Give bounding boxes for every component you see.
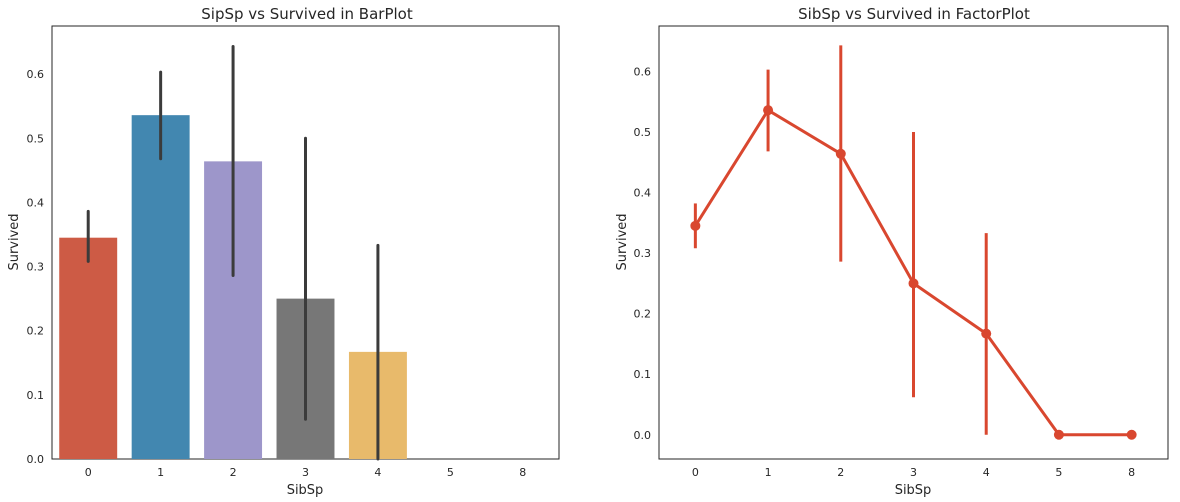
data-point	[763, 105, 774, 116]
x-tick-label: 1	[157, 466, 164, 479]
data-point	[1126, 429, 1137, 440]
x-tick-label: 3	[910, 466, 917, 479]
x-axis-label: SibSp	[895, 483, 932, 498]
y-tick-label: 0.2	[634, 308, 652, 321]
y-axis-label: Survived	[615, 213, 630, 270]
point-chart: SibSp vs Survived in FactorPlot SibSp Su…	[615, 5, 1169, 498]
y-tick-label: 0.5	[27, 132, 45, 145]
data-point	[835, 148, 846, 159]
y-tick-label: 0.3	[27, 261, 45, 274]
x-tick-label: 5	[447, 466, 454, 479]
y-tick-label: 0.6	[634, 65, 652, 78]
bar-chart: SipSp vs Survived in BarPlot SibSp Survi…	[7, 5, 560, 498]
y-tick-label: 0.0	[634, 429, 652, 442]
y-tick-label: 0.1	[634, 368, 652, 381]
y-tick-label: 0.5	[634, 126, 652, 139]
data-point	[908, 278, 919, 289]
x-tick-label: 8	[1128, 466, 1135, 479]
data-point	[1053, 429, 1064, 440]
x-tick-label: 3	[302, 466, 309, 479]
y-tick-label: 0.3	[634, 247, 652, 260]
y-tick-label: 0.0	[27, 453, 45, 466]
y-axis-label: Survived	[7, 213, 22, 270]
x-axis-label: SibSp	[287, 483, 324, 498]
bar	[131, 115, 190, 459]
y-tick-label: 0.1	[27, 389, 45, 402]
x-tick-label: 2	[230, 466, 237, 479]
x-tick-label: 8	[519, 466, 526, 479]
plot-frame	[658, 25, 1169, 460]
y-tick-label: 0.4	[27, 196, 45, 209]
chart-title: SipSp vs Survived in BarPlot	[201, 5, 413, 23]
y-tick-label: 0.4	[634, 187, 652, 200]
bar	[59, 237, 118, 459]
x-tick-label: 4	[983, 466, 990, 479]
x-tick-label: 4	[374, 466, 381, 479]
y-tick-label: 0.6	[27, 68, 45, 81]
y-tick-label: 0.2	[27, 325, 45, 338]
x-tick-label: 5	[1055, 466, 1062, 479]
x-tick-label: 0	[692, 466, 699, 479]
x-tick-label: 1	[765, 466, 772, 479]
x-tick-label: 0	[85, 466, 92, 479]
data-point	[690, 220, 701, 231]
data-point	[981, 328, 992, 339]
chart-title: SibSp vs Survived in FactorPlot	[798, 5, 1030, 23]
x-tick-label: 2	[837, 466, 844, 479]
